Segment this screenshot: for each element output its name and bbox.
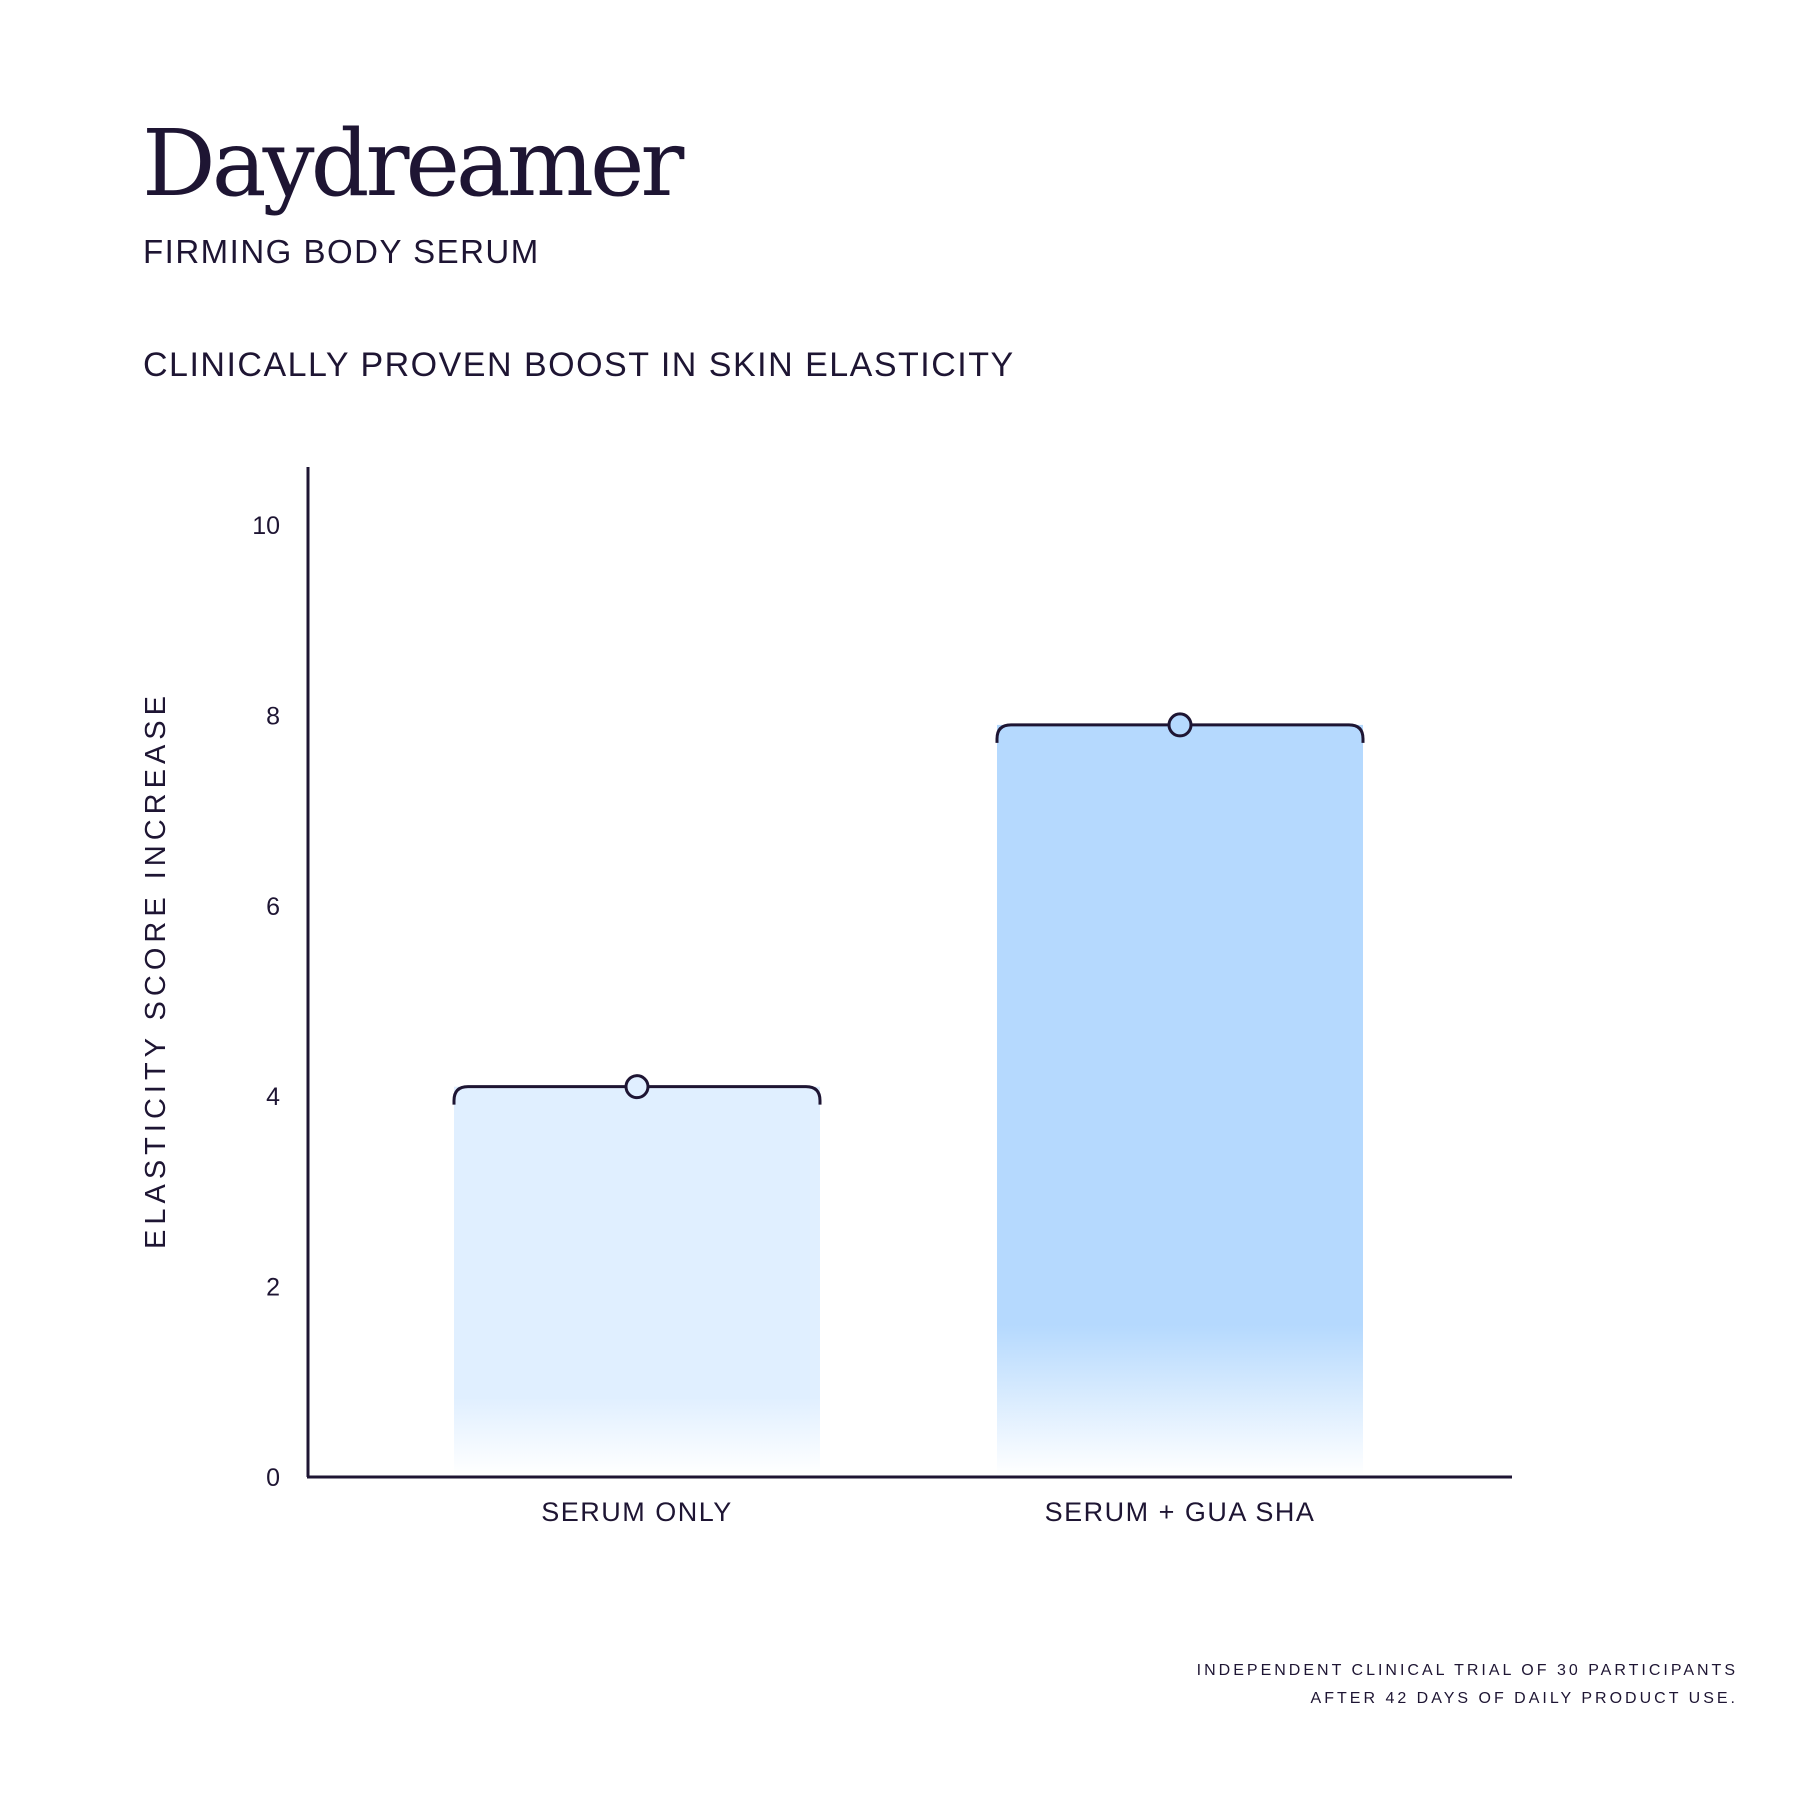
y-tick-label: 4 [266, 1083, 280, 1111]
bar-serum-gua-sha [997, 724, 1363, 1475]
x-category-label: SERUM + GUA SHA [1045, 1497, 1316, 1527]
footnote: INDEPENDENT CLINICAL TRIAL OF 30 PARTICI… [1197, 1657, 1738, 1713]
y-tick-label: 6 [266, 893, 280, 921]
bar-value-marker [624, 1074, 650, 1100]
footnote-line-1: INDEPENDENT CLINICAL TRIAL OF 30 PARTICI… [1196, 1662, 1738, 1679]
brand-title: Daydreamer [142, 110, 684, 217]
y-tick-label: 10 [252, 512, 280, 540]
footnote-line-2: AFTER 42 DAYS OF DAILY PRODUCT USE. [1310, 1690, 1738, 1707]
y-tick-label: 2 [266, 1274, 280, 1302]
product-subtitle: FIRMING BODY SERUM [143, 233, 540, 270]
bar-serum-only [454, 1086, 820, 1475]
y-tick-label: 8 [266, 702, 280, 730]
x-category-label: SERUM ONLY [541, 1497, 733, 1527]
chart-title: CLINICALLY PROVEN BOOST IN SKIN ELASTICI… [143, 346, 1015, 384]
bar-value-marker [1167, 712, 1193, 738]
y-tick-label: 0 [266, 1464, 280, 1492]
y-axis-label: ELASTICITY SCORE INCREASE [140, 691, 172, 1249]
